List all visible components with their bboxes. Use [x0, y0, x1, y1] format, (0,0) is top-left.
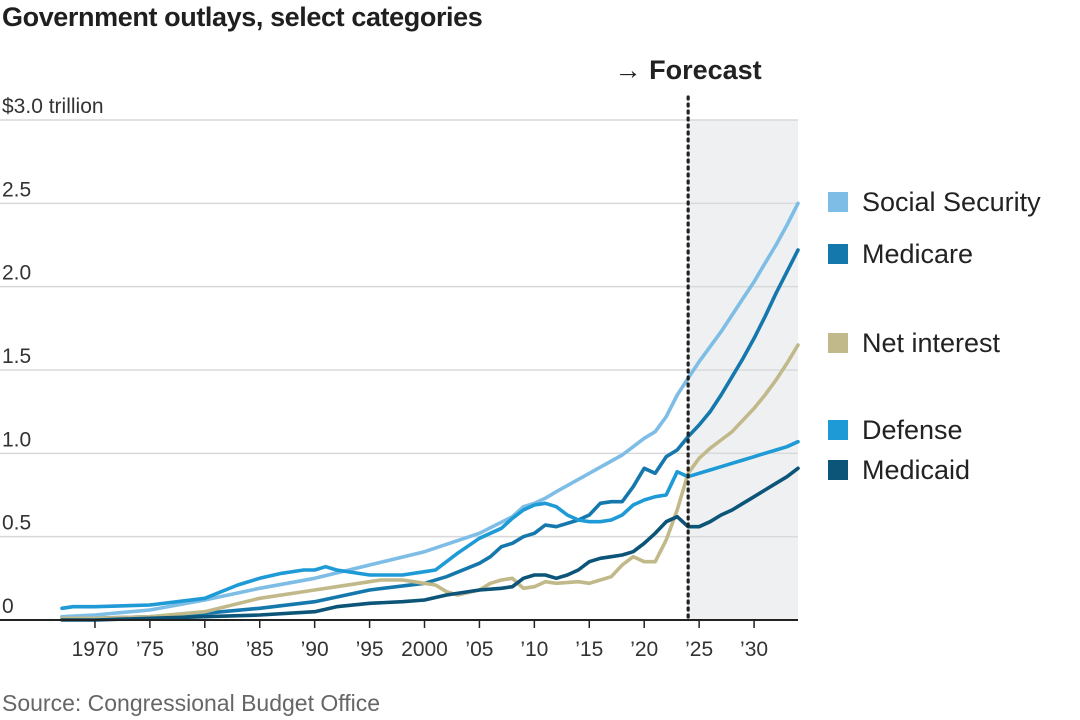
legend-label: Medicare — [862, 239, 973, 269]
x-tick-label: ’20 — [630, 638, 658, 661]
y-tick-label: $3.0 trillion — [2, 95, 104, 118]
x-tick-label: 2000 — [401, 638, 448, 661]
y-tick-label: 1.5 — [2, 345, 31, 368]
legend-label: Social Security — [862, 187, 1041, 217]
source-note: Source: Congressional Budget Office — [2, 690, 381, 716]
series-lines — [60, 201, 800, 622]
y-tick-label: 0 — [2, 595, 14, 618]
x-tick-label: ’05 — [465, 638, 493, 661]
legend-swatch — [828, 460, 848, 480]
chart-title: Government outlays, select categories — [2, 2, 483, 32]
x-tick-label: ’15 — [575, 638, 603, 661]
gridlines: 0 0.5 1.0 1.5 2.0 2.5 $3.0 trillion — [0, 95, 798, 618]
series-line-medicare — [60, 248, 800, 621]
y-tick-label: 2.0 — [2, 262, 31, 285]
series-line-medicaid — [60, 466, 800, 622]
legend-label: Net interest — [862, 328, 1001, 358]
legend-swatch — [828, 192, 848, 212]
legend-label: Medicaid — [862, 455, 970, 485]
axes: 1970 ’75 ’80 ’85 ’90 ’95 2000 ’05 ’10 ’15 ’20 ’25 ’3… — [0, 55, 798, 661]
x-tick-label: ’25 — [685, 638, 713, 661]
legend-swatch — [828, 244, 848, 264]
x-tick-label: ’90 — [301, 638, 329, 661]
legend-swatch — [828, 420, 848, 440]
x-tick-label: ’10 — [520, 638, 548, 661]
series-line-social-security — [60, 201, 800, 619]
x-tick-label: ’80 — [191, 638, 219, 661]
legend: Social Security Medicare Net interest Defen… — [828, 187, 1041, 485]
x-tick-label: 1970 — [72, 638, 119, 661]
x-tick-label: ’30 — [740, 638, 768, 661]
series-line-defense — [60, 439, 800, 611]
forecast-label: → Forecast — [615, 55, 762, 85]
legend-swatch — [828, 333, 848, 353]
x-tick-label: ’85 — [246, 638, 274, 661]
x-tick-label: ’95 — [356, 638, 384, 661]
legend-label: Defense — [862, 415, 963, 445]
x-tick-label: ’75 — [136, 638, 164, 661]
y-tick-label: 0.5 — [2, 512, 31, 535]
y-tick-label: 1.0 — [2, 428, 31, 451]
series-line-net-interest — [60, 343, 800, 621]
y-tick-label: 2.5 — [2, 178, 31, 201]
